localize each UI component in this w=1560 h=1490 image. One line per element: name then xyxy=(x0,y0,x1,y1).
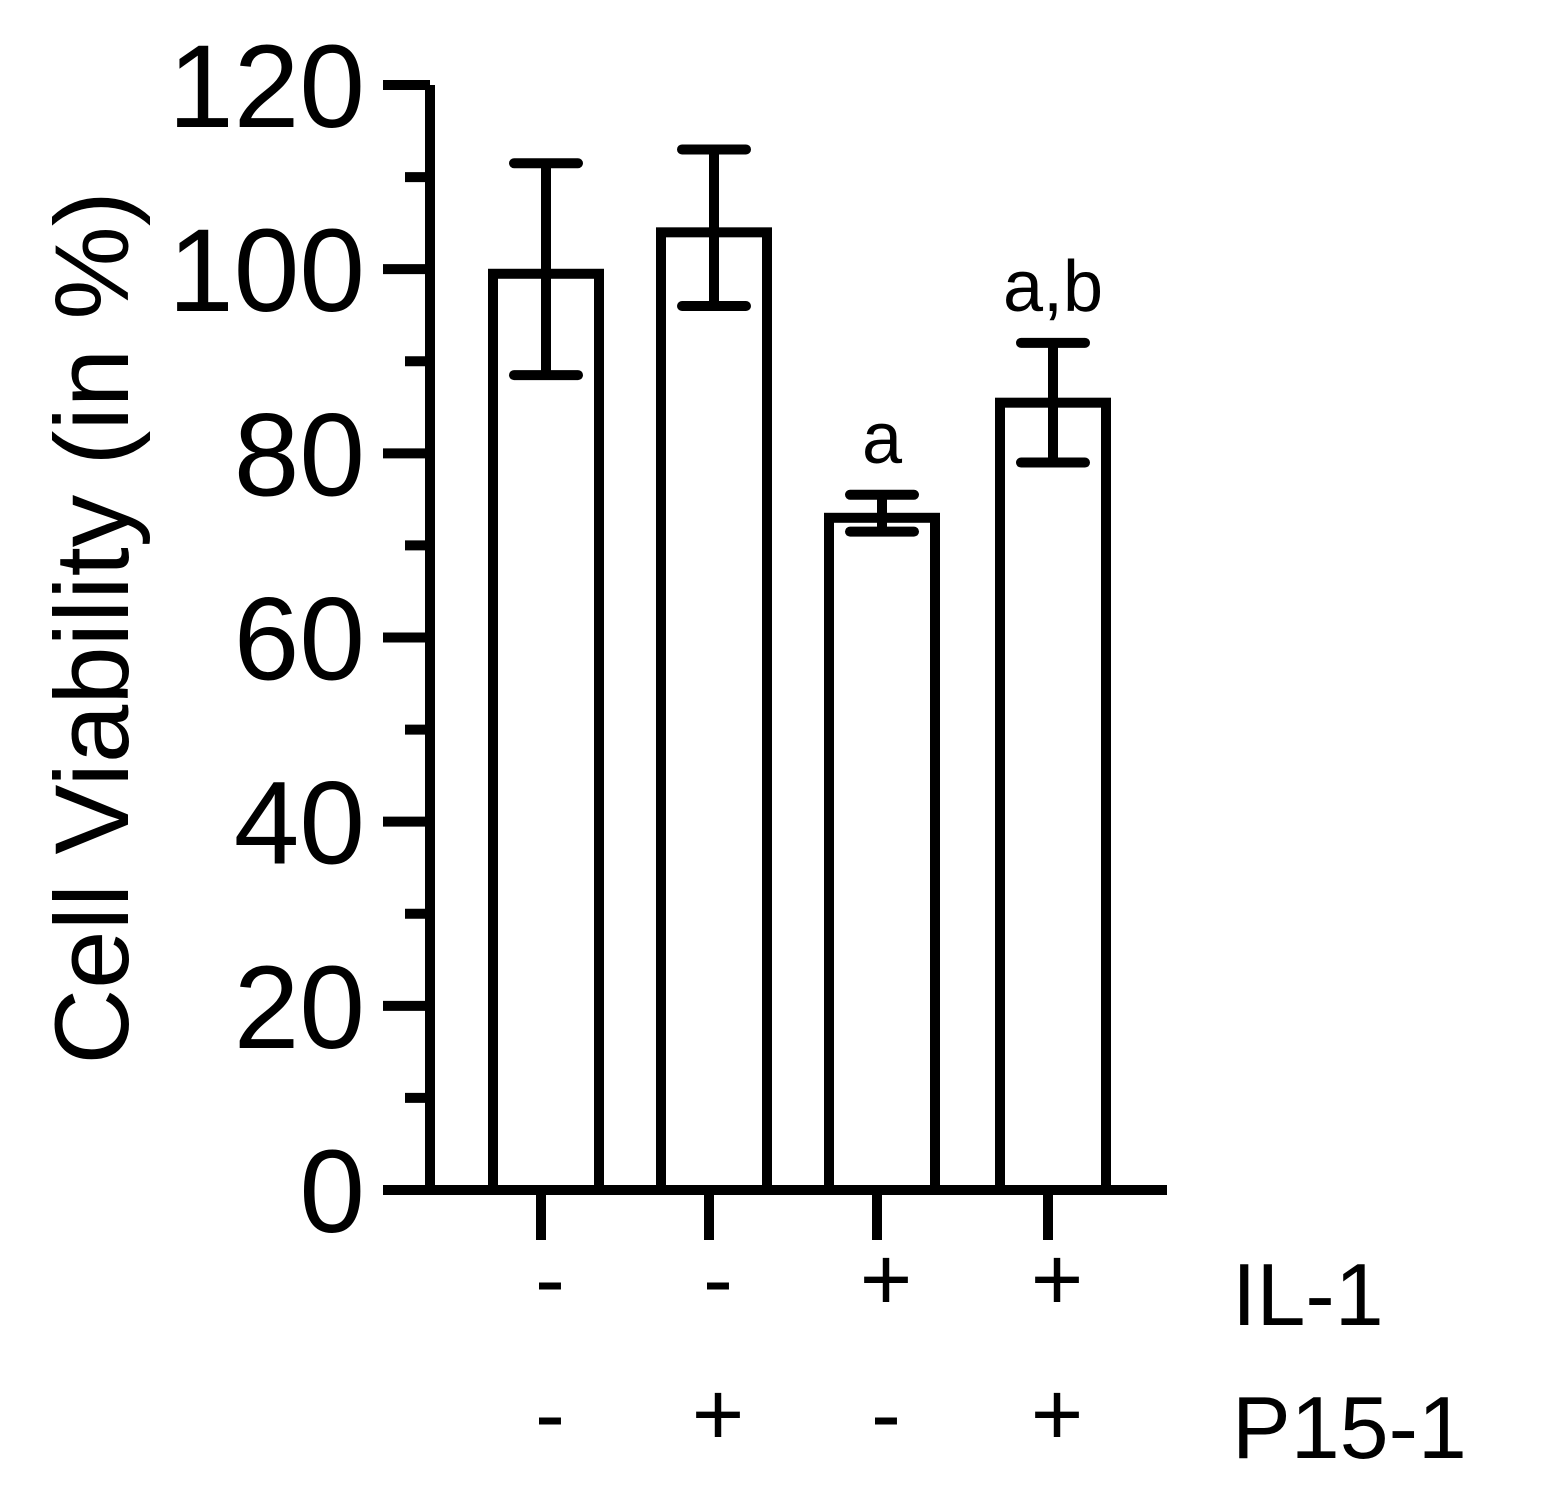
bar xyxy=(995,397,1111,1195)
bar xyxy=(488,268,604,1196)
y-tick-label: 100 xyxy=(168,205,365,337)
p15-treatment-sign: - xyxy=(535,1365,565,1465)
y-tick-label: 0 xyxy=(299,1126,365,1258)
y-tick-label: 40 xyxy=(234,758,365,890)
significance-annotation: a,b xyxy=(1003,247,1103,327)
y-axis-label: Cell Viability (in %) xyxy=(34,191,151,1064)
il1-treatment-sign: - xyxy=(703,1230,733,1330)
y-tick-label: 80 xyxy=(234,389,365,521)
il1-treatment-sign: - xyxy=(535,1230,565,1330)
p15-treatment-sign: + xyxy=(1031,1365,1084,1465)
bar xyxy=(824,512,940,1195)
bar xyxy=(656,227,772,1196)
il1-treatment-sign: + xyxy=(1031,1230,1084,1330)
p15-treatment-sign: + xyxy=(692,1365,745,1465)
row-label-il1: IL-1 xyxy=(1232,1245,1384,1344)
bars: - - - + a + - a,b + + xyxy=(488,144,1111,1465)
y-ticks: 0 20 40 60 80 100 120 xyxy=(168,21,430,1258)
y-tick-label: 60 xyxy=(234,574,365,706)
y-tick-label: 20 xyxy=(234,942,365,1074)
il1-treatment-sign: + xyxy=(860,1230,913,1330)
significance-annotation: a xyxy=(862,399,903,479)
row-label-p15: P15-1 xyxy=(1232,1378,1467,1477)
p15-treatment-sign: - xyxy=(871,1365,901,1465)
y-tick-label: 120 xyxy=(168,21,365,153)
